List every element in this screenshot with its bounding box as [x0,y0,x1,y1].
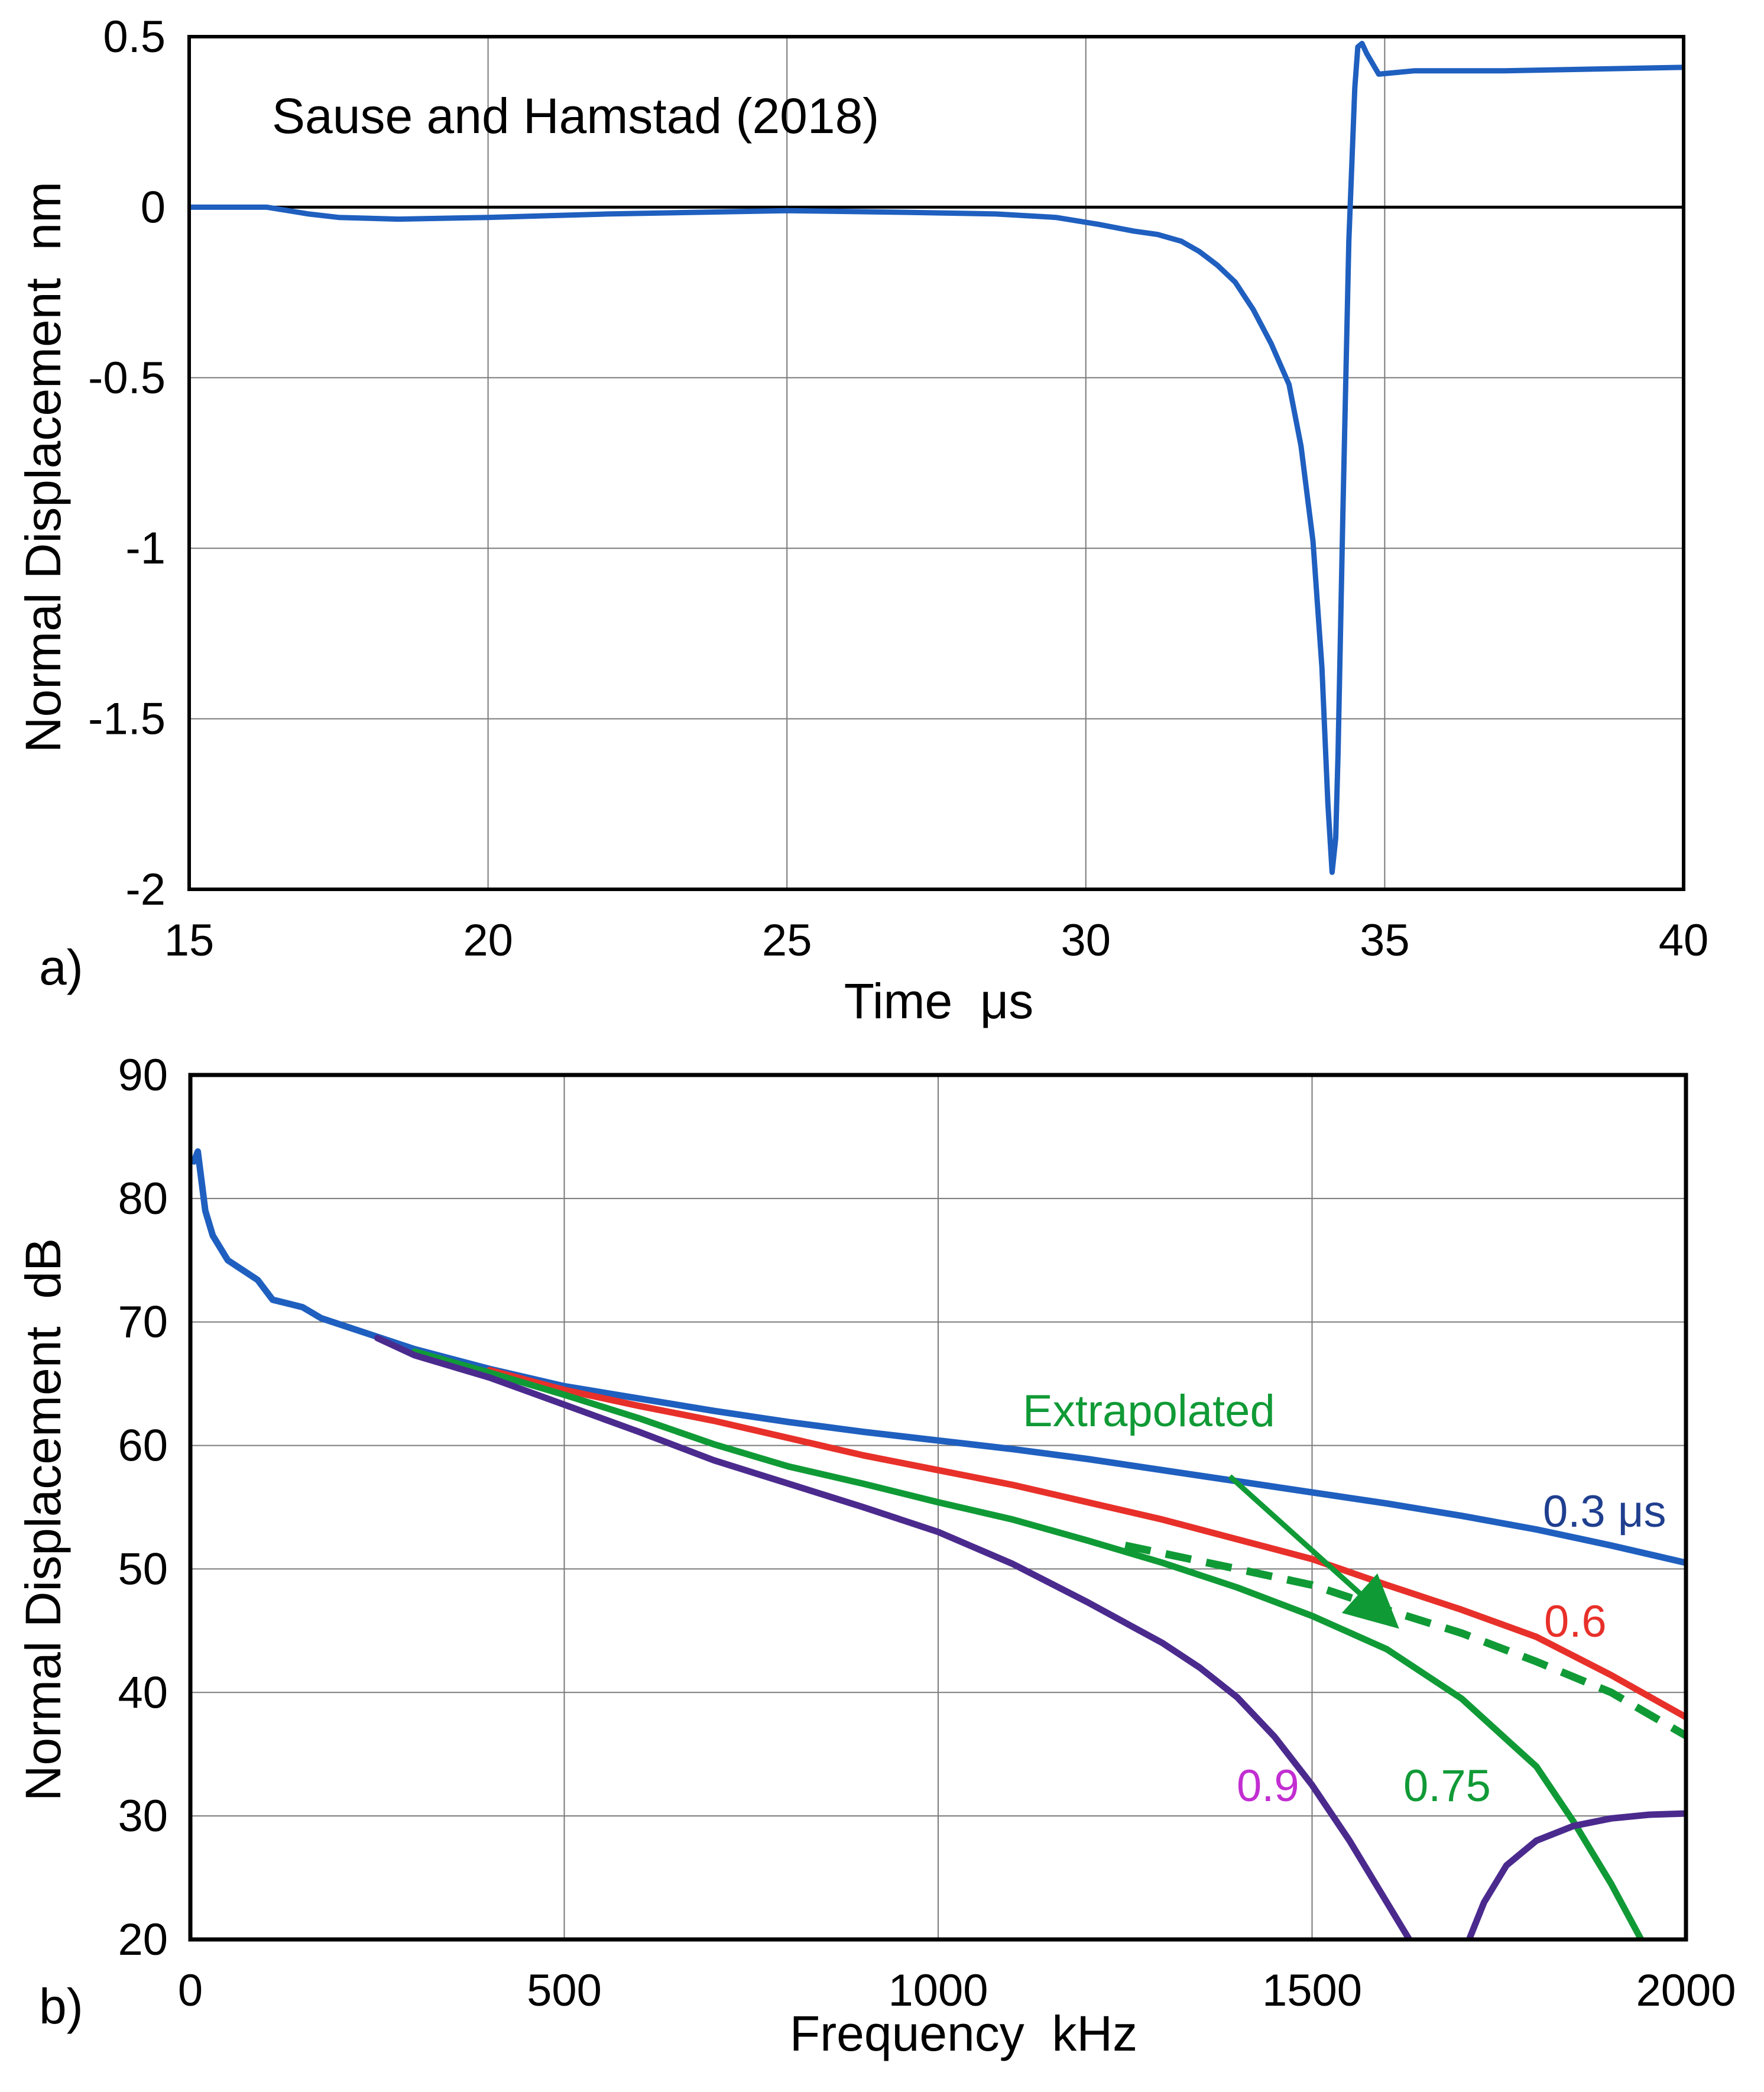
panel-b-y-axis-label: Normal Displacement dB [15,1238,71,1801]
panel-a-time-chart: 15 20 25 30 35 40 0.5 0 -0.5 -1 -1.5 -2 Sause and … [15,12,1708,1029]
panel-b-y-tick-label: 40 [118,1667,168,1718]
panel-a-x-tick-label: 30 [1061,915,1111,966]
panel-b-x-tick-label: 2000 [1636,1965,1736,2016]
extrapolated-label: Extrapolated [1023,1386,1275,1436]
panel-a-y-tick-label: -0.5 [88,353,166,403]
panel-b-x-tick-label: 1000 [888,1965,988,2016]
series-label-0-6: 0.6 [1544,1596,1607,1647]
panel-a-y-tick-label: 0.5 [103,12,166,62]
series-line-extrapolated [1124,1542,1686,1740]
panel-a-x-axis-label: Time μs [844,973,1034,1029]
panel-a-y-tick-label: -2 [125,864,166,915]
panel-b-y-tick-label: 20 [118,1915,168,1965]
panel-b-y-tick-label: 90 [118,1050,168,1100]
panel-b-x-axis-label: Frequency kHz [790,2006,1137,2061]
panel-a-annotation: Sause and Hamstad (2018) [272,88,879,144]
panel-a-x-tick-label: 20 [463,915,513,966]
panel-b-y-tick-labels: 90 80 70 60 50 40 30 20 [118,1050,168,1965]
panel-a-label: a) [39,940,83,995]
panel-a-x-tick-label: 35 [1360,915,1410,966]
panel-a-y-tick-label: -1 [125,523,166,574]
panel-a-x-tick-labels: 15 20 25 30 35 40 [164,915,1709,966]
panel-b-y-tick-label: 60 [118,1421,168,1471]
series-label-0-75: 0.75 [1403,1761,1491,1811]
panel-b-label: b) [39,1978,83,2034]
series-label-0-3-us: 0.3 μs [1543,1487,1666,1537]
series-line-0-75 [411,1348,1645,1939]
series-line-0-9 [374,1335,1413,1939]
panel-b-y-tick-label: 80 [118,1174,168,1224]
panel-a-gridlines [189,36,1684,890]
panel-b-x-tick-label: 500 [527,1965,602,2016]
panel-b-series-group [190,1148,1686,1939]
panel-a-y-tick-label: 0 [141,182,166,232]
panel-b-plot-frame [188,1073,1688,1942]
panel-a-plot-frame [187,35,1685,891]
extrapolated-arrow [1228,1474,1399,1629]
panel-b-x-tick-label: 0 [178,1965,203,2016]
panel-b-x-tick-label: 1500 [1262,1965,1362,2016]
panel-b-y-tick-label: 50 [118,1544,168,1594]
panel-b-y-tick-label: 70 [118,1297,168,1348]
panel-b-frequency-chart: 0 500 1000 1500 2000 90 80 70 60 50 40 30 20 Extrap… [15,1050,1736,2061]
series-line-0-6 [486,1366,1686,1721]
panel-a-y-tick-labels: 0.5 0 -0.5 -1 -1.5 -2 [88,12,166,915]
series-label-0-9: 0.9 [1237,1761,1299,1811]
panel-a-y-tick-label: -1.5 [88,694,166,744]
panel-a-y-axis-label: Normal Displacement nm [15,182,71,753]
series-line-waveform [189,41,1684,875]
series-line-0-3-s [190,1148,1686,1566]
panel-a-x-tick-label: 15 [164,915,215,966]
panel-b-y-tick-label: 30 [118,1791,168,1841]
panel-b-x-tick-labels: 0 500 1000 1500 2000 [178,1965,1736,2016]
panel-a-x-tick-label: 40 [1659,915,1709,966]
panel-a-series-group [189,41,1684,875]
panel-a-x-tick-label: 25 [762,915,812,966]
series-line-0-9-second-lobe [1465,1810,1686,1939]
